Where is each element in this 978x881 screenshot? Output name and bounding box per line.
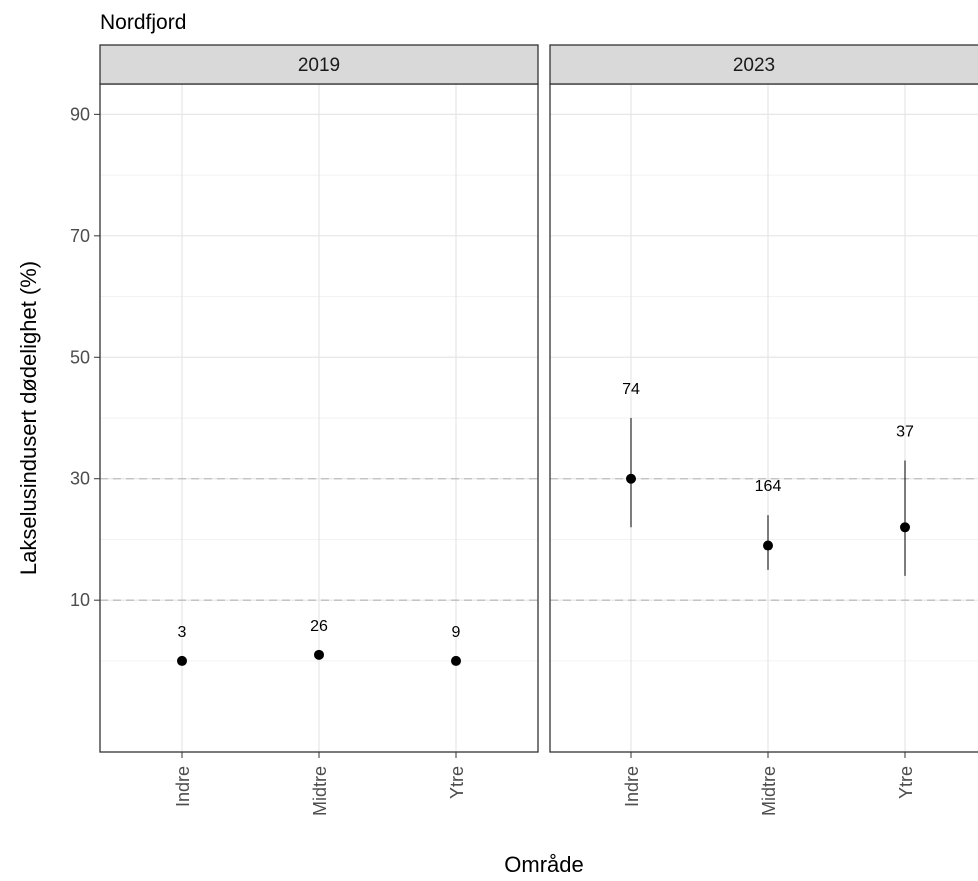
panel-2019: 3 26 9 2019 Indre Midtre Ytre [99, 44, 539, 816]
strip-background [99, 44, 539, 85]
chart-title: Nordfjord [100, 11, 186, 34]
x-tick-label: Indre [622, 766, 642, 807]
y-tick-label: 50 [70, 347, 90, 367]
x-axis-title: Område [504, 852, 583, 877]
y-tick-label: 90 [70, 104, 90, 124]
strip-label: 2019 [298, 55, 340, 76]
count-label: 3 [178, 624, 187, 641]
data-point [177, 655, 187, 666]
x-tick-label: Midtre [310, 766, 330, 816]
x-tick-label: Midtre [759, 766, 779, 816]
y-axis-title: Lakselusindusert dødelighet (%) [16, 261, 41, 575]
y-tick-label: 30 [70, 469, 90, 489]
count-label: 74 [622, 381, 640, 398]
y-tick-label: 10 [70, 590, 90, 610]
x-tick-label: Ytre [896, 766, 916, 799]
data-point [763, 540, 773, 551]
count-label: 9 [452, 624, 461, 641]
strip-background [549, 44, 978, 85]
x-tick-label: Indre [173, 766, 193, 807]
count-label: 164 [755, 478, 782, 495]
x-tick-label: Ytre [447, 766, 467, 799]
data-point [900, 522, 910, 533]
strip-label: 2023 [733, 55, 775, 76]
data-point [451, 655, 461, 666]
count-label: 37 [896, 424, 914, 441]
y-tick-label: 70 [70, 226, 90, 246]
data-point [626, 473, 636, 484]
data-point [314, 649, 324, 660]
count-label: 26 [310, 618, 328, 635]
panel-2023: 74 164 37 2023 Indre Midtre Ytre [549, 44, 978, 816]
